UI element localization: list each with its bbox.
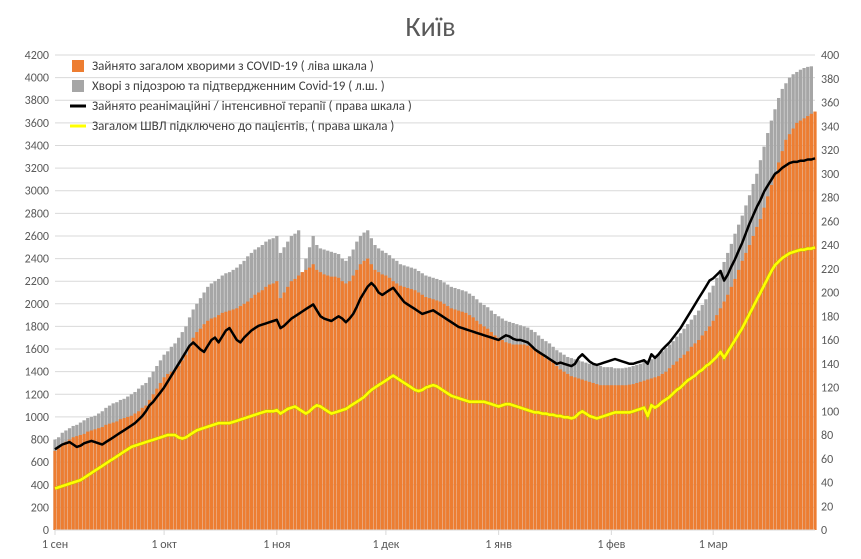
svg-text:280: 280: [821, 192, 839, 206]
legend-label-line_yellow: Загалом ШВЛ підключено до пацієнтів, ( п…: [92, 119, 394, 134]
svg-text:4000: 4000: [25, 72, 49, 86]
svg-text:3200: 3200: [25, 162, 49, 176]
svg-text:800: 800: [31, 434, 49, 448]
svg-text:60: 60: [821, 453, 833, 467]
svg-text:3800: 3800: [25, 94, 49, 108]
svg-text:400: 400: [821, 49, 839, 63]
svg-text:140: 140: [821, 358, 839, 372]
legend-label-bars_orange: Зайнято загалом хворими з COVID-19 ( лів…: [92, 59, 374, 74]
svg-text:40: 40: [821, 477, 833, 491]
svg-text:1400: 1400: [25, 366, 49, 380]
svg-text:1800: 1800: [25, 320, 49, 334]
legend-swatch-bars_orange: [72, 60, 84, 72]
svg-text:2200: 2200: [25, 275, 49, 289]
svg-text:320: 320: [821, 144, 839, 158]
svg-text:200: 200: [31, 501, 49, 515]
svg-text:1 сен: 1 сен: [42, 538, 68, 552]
svg-text:2600: 2600: [25, 230, 49, 244]
svg-text:2400: 2400: [25, 253, 49, 267]
svg-text:1000: 1000: [25, 411, 49, 425]
chart-container: 0200400600800100012001400160018002000220…: [0, 0, 861, 559]
svg-text:1200: 1200: [25, 388, 49, 402]
legend-label-bars_grey: Хворі з підозрою та підтвердженним Covid…: [92, 79, 385, 94]
svg-text:400: 400: [31, 479, 49, 493]
svg-text:360: 360: [821, 97, 839, 111]
svg-text:200: 200: [821, 287, 839, 301]
chart-svg: 0200400600800100012001400160018002000220…: [0, 0, 861, 559]
svg-text:260: 260: [821, 215, 839, 229]
chart-title: Київ: [405, 9, 455, 44]
svg-text:180: 180: [821, 310, 839, 324]
svg-text:1 ноя: 1 ноя: [263, 538, 290, 552]
svg-text:4200: 4200: [25, 49, 49, 63]
svg-text:1 янв: 1 янв: [485, 538, 512, 552]
svg-text:1 мар: 1 мар: [699, 538, 728, 552]
svg-text:340: 340: [821, 120, 839, 134]
legend-label-line_black: Зайнято реанімаційні / інтенсивної терап…: [92, 99, 412, 114]
svg-text:1 дек: 1 дек: [372, 538, 399, 552]
svg-text:0: 0: [43, 524, 49, 538]
svg-text:2800: 2800: [25, 207, 49, 221]
svg-text:1600: 1600: [25, 343, 49, 357]
svg-text:3000: 3000: [25, 185, 49, 199]
svg-text:3600: 3600: [25, 117, 49, 131]
svg-text:380: 380: [821, 73, 839, 87]
svg-text:0: 0: [821, 524, 827, 538]
svg-text:20: 20: [821, 500, 833, 514]
svg-text:100: 100: [821, 405, 839, 419]
svg-text:80: 80: [821, 429, 833, 443]
svg-text:240: 240: [821, 239, 839, 253]
svg-text:120: 120: [821, 382, 839, 396]
svg-text:1 фев: 1 фев: [597, 538, 625, 552]
svg-text:220: 220: [821, 263, 839, 277]
svg-text:600: 600: [31, 456, 49, 470]
svg-text:3400: 3400: [25, 139, 49, 153]
svg-text:2000: 2000: [25, 298, 49, 312]
svg-text:160: 160: [821, 334, 839, 348]
svg-text:1 окт: 1 окт: [151, 538, 177, 552]
svg-text:300: 300: [821, 168, 839, 182]
legend-swatch-bars_grey: [72, 80, 84, 92]
